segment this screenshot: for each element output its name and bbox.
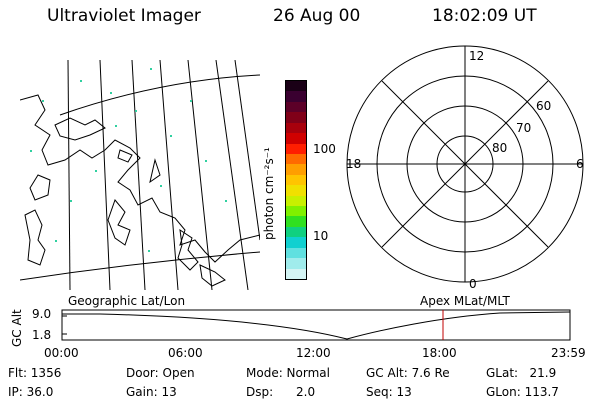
longitude-line [131,60,146,290]
longitude-line [99,60,111,290]
door-status: Door: Open [126,366,195,380]
longitude-line [67,60,71,290]
colorbar-swatch [286,216,306,227]
coastline [199,264,226,287]
coastline [29,174,51,201]
gain-value: Gain: 13 [126,385,177,399]
geographic-map [20,60,260,290]
colorbar-swatch [286,247,306,259]
timeline-y-label-min: 1.8 [32,328,52,342]
dsp-value: Dsp: 2.0 [246,385,316,399]
timeline-y-label-max: 9.0 [32,307,52,321]
altitude-timeline [61,309,571,341]
polar-axis [381,80,549,248]
lat-label-60: 60 [536,99,551,113]
colorbar-swatch [286,195,306,207]
colorbar-tick-10: 10 [313,229,329,243]
colorbar-swatch [286,122,306,134]
timeline-x-label-1200: 12:00 [296,346,331,360]
coastline [24,209,46,266]
ip-value: IP: 36.0 [8,385,54,399]
colorbar-swatch [286,164,306,175]
coastline [117,149,133,163]
colorbar-swatch [286,101,306,113]
coastline [149,158,161,184]
longitude-line [187,60,213,290]
image-date: 26 Aug 00 [273,6,361,26]
altitude-curve [62,311,571,340]
coastline [54,117,106,141]
latitude-line [20,251,260,281]
timeline-x-label-0000: 00:00 [44,346,79,360]
coastline [20,94,260,263]
coastline [107,199,131,246]
timeline-axis-label: GC Alt [10,309,24,347]
longitude-line [159,60,179,290]
mlt-label-12: 12 [469,49,484,63]
mlt-label-0: 0 [469,277,477,291]
latitude-line [59,74,260,116]
colorbar [285,80,307,280]
flight-number: Flt: 1356 [8,366,62,380]
image-time: 18:02:09 UT [432,6,537,26]
sequence-number: Seq: 13 [366,385,412,399]
timeline-left-label: Geographic Lat/Lon [68,294,186,308]
polar-plot: 12 18 6 0 60 70 80 [346,45,584,291]
colorbar-swatch [286,258,306,269]
mlt-label-6: 6 [576,157,584,171]
timeline-frame [61,309,571,341]
colorbar-swatch [286,226,306,238]
colorbar-swatch [286,133,306,144]
colorbar-tick-100: 100 [313,142,336,156]
colorbar-swatch [286,237,306,248]
colorbar-swatch [286,153,306,165]
mlt-label-18: 18 [346,157,361,171]
colorbar-unit-label: photon cm⁻²s⁻¹ [262,147,276,240]
lat-label-70: 70 [516,121,531,135]
colorbar-swatch [286,81,306,92]
colorbar-swatch [286,91,306,102]
timeline-x-label-0600: 06:00 [168,346,203,360]
lat-label-80: 80 [492,141,507,155]
colorbar-swatch [286,143,306,154]
timeline-x-label-2359: 23:59 [551,346,586,360]
colorbar-swatch [286,268,306,280]
colorbar-swatch [286,185,306,196]
colorbar-swatch [286,174,306,186]
longitude-line [234,60,260,241]
geographic-latitude: GLat: 21.9 [486,366,557,380]
colorbar-swatch [286,206,306,217]
timeline-x-label-1800: 18:00 [422,346,457,360]
instrument-title: Ultraviolet Imager [47,6,201,26]
longitude-line [215,60,249,290]
colorbar-swatch [286,112,306,123]
coastline [177,228,199,271]
mode-value: Mode: Normal [246,366,330,380]
gc-altitude: GC Alt: 7.6 Re [366,366,450,380]
geographic-longitude: GLon: 113.7 [486,385,559,399]
timeline-right-label: Apex MLat/MLT [420,294,510,308]
